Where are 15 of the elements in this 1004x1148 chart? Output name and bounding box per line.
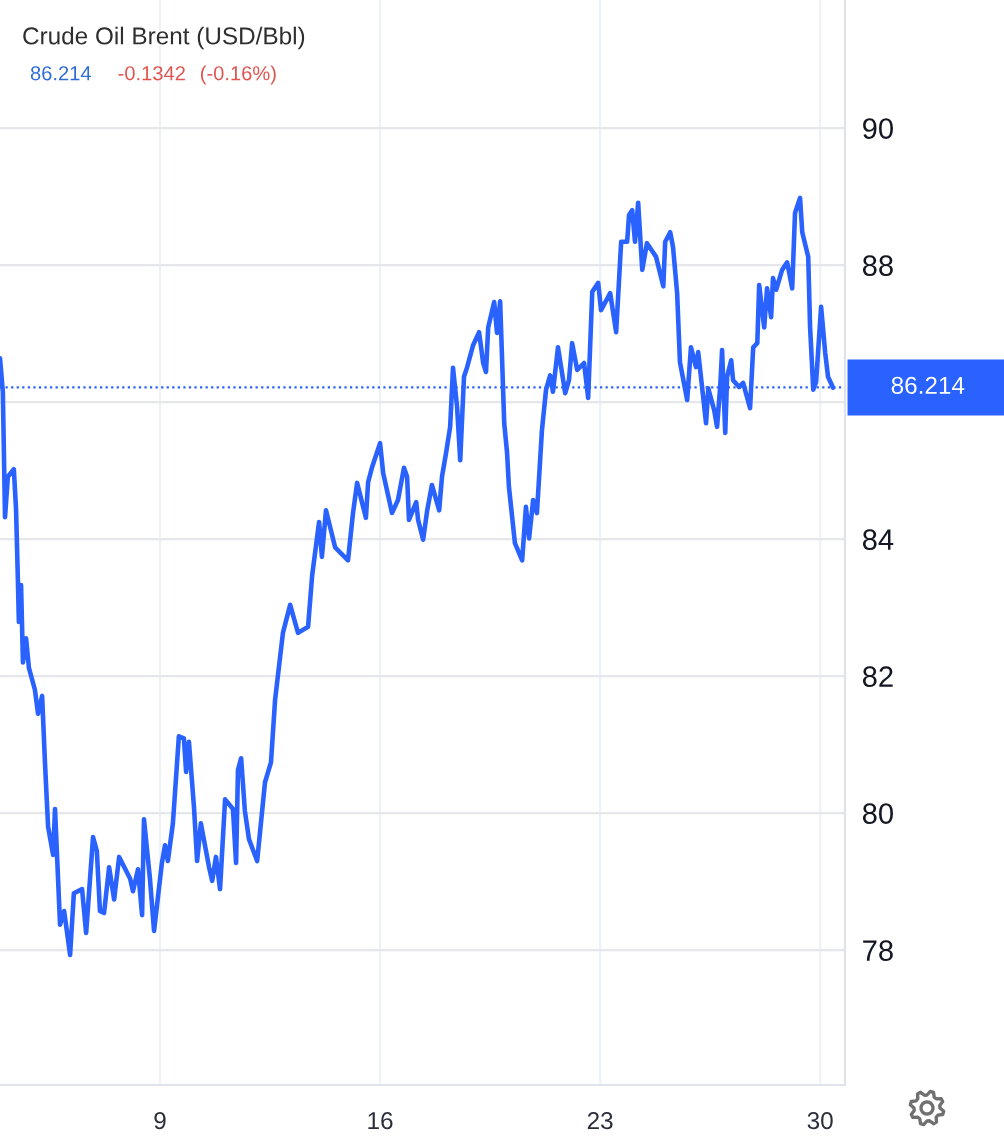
annotation: -0.1342 xyxy=(118,66,185,81)
y-tick-label: 80 xyxy=(862,803,893,824)
y-tick-label: 90 xyxy=(863,118,893,139)
annotation: (-0.16%) xyxy=(201,65,276,85)
y-tick-label: 88 xyxy=(862,255,893,276)
annotation: 86.214 xyxy=(30,66,92,81)
y-tick-label: 78 xyxy=(863,940,893,961)
x-tick-label: 9 xyxy=(154,1112,166,1130)
y-tick-label: 82 xyxy=(862,666,893,687)
x-tick-label: 16 xyxy=(368,1112,393,1130)
y-tick-label: 84 xyxy=(862,529,894,550)
ref-line-label: 86.214 xyxy=(891,376,965,394)
text: Crude Oil Brent (USD/Bbl) xyxy=(23,26,305,50)
x-tick-label: 23 xyxy=(587,1112,613,1130)
x-tick-label: 30 xyxy=(807,1112,833,1130)
